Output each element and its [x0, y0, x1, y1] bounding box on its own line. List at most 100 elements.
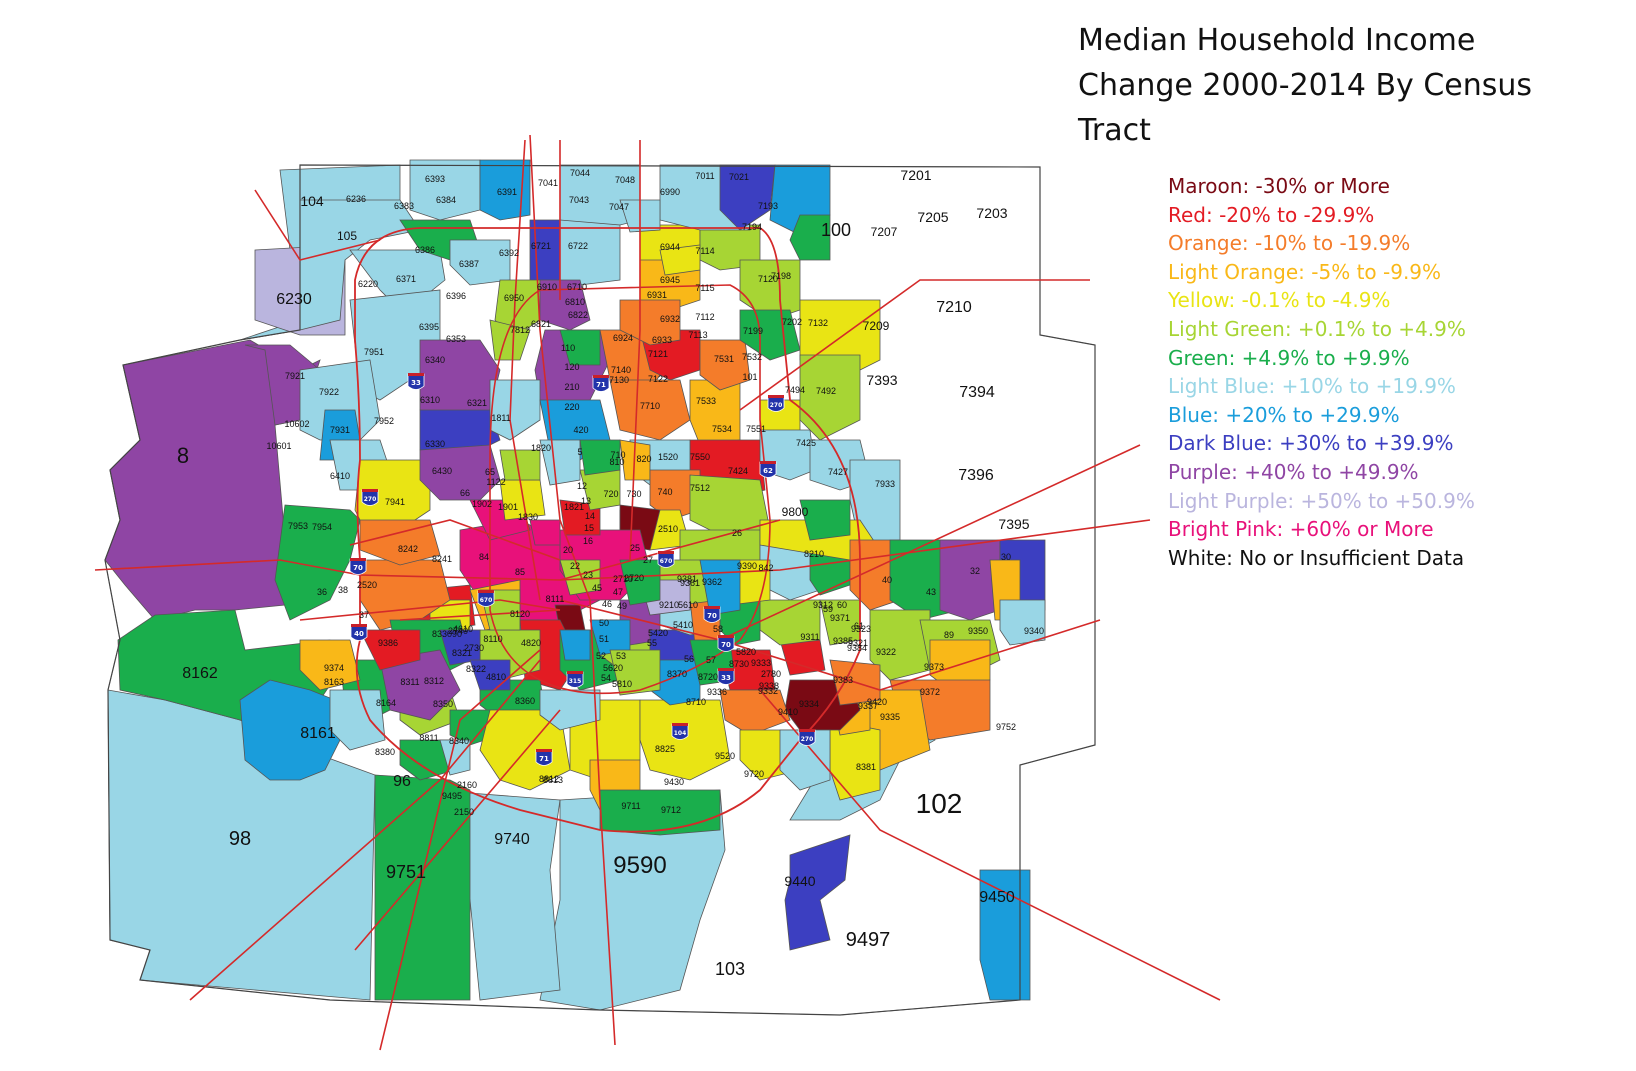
road-15	[349, 519, 561, 561]
tract-label: 37	[359, 610, 369, 620]
shield-top	[350, 558, 366, 561]
tract-label: 51	[599, 634, 609, 644]
shield-shape	[592, 375, 610, 392]
interstate-shield-icon: 40	[350, 624, 368, 641]
tract-label: 6310	[420, 395, 440, 405]
county-label-105: 105	[337, 229, 357, 243]
legend-white: White: No or Insufficient Data	[1168, 545, 1465, 570]
road-14	[559, 519, 781, 581]
tract-label: 6392	[499, 248, 519, 258]
shield-shape	[566, 671, 584, 688]
tract-label: 9373	[924, 662, 944, 672]
tract-label: 842	[758, 563, 773, 573]
tract-region-45	[689, 379, 741, 446]
tract-region-61	[649, 469, 701, 521]
tract-label: 8380	[375, 747, 395, 757]
tract-label: 9336	[707, 687, 727, 697]
tract-label: 9430	[664, 777, 684, 787]
tract-label: 8311	[400, 677, 419, 687]
tract-label: 6990	[660, 187, 680, 197]
tract-label: 6387	[459, 259, 479, 269]
road-11	[354, 709, 561, 951]
interstate-shield-icon: 270	[798, 729, 816, 746]
shield-shape	[361, 489, 379, 506]
tract-label: 7534	[712, 424, 732, 434]
road-10	[189, 659, 541, 1001]
county-label-8: 8	[177, 443, 189, 468]
county-label-7394: 7394	[959, 384, 995, 401]
legend-light-blue: Light Blue: +10% to +19.9%	[1168, 374, 1456, 399]
tract-region-86	[379, 649, 461, 721]
tract-label: 5610	[678, 600, 698, 610]
tract-region-11	[239, 679, 341, 781]
tract-region-20	[409, 159, 481, 221]
legend-dark-blue: Dark Blue: +30% to +39.9%	[1168, 431, 1454, 456]
shield-number: 62	[763, 467, 773, 475]
interstate-shield-icon: 315	[566, 671, 584, 688]
tract-region-131	[779, 729, 831, 791]
tract-label: 56	[684, 654, 694, 664]
tract-region-32	[789, 214, 831, 261]
tract-label: 1820	[531, 443, 551, 453]
tract-label: 9520	[715, 751, 735, 761]
tract-label: 9350	[968, 626, 988, 636]
shield-number: 33	[721, 674, 731, 682]
tract-label: 9361	[680, 578, 700, 588]
tract-label: 6910	[537, 282, 557, 292]
tract-label: 8720	[698, 672, 718, 682]
tract-label: 9712	[661, 805, 681, 815]
tract-label: 7047	[609, 202, 629, 212]
tract-label: 6932	[660, 314, 680, 324]
county-label-98: 98	[229, 828, 251, 850]
shield-shape	[535, 749, 553, 766]
road-16	[399, 609, 561, 621]
shield-shape	[717, 668, 735, 685]
tract-region-88	[299, 639, 361, 691]
interstate-shield-icon: 33	[407, 373, 425, 390]
tract-label: 12	[577, 481, 587, 491]
tract-region-144	[659, 244, 701, 276]
tract-label: 9321	[848, 638, 868, 648]
tract-region-56	[799, 354, 861, 441]
tract-label: 8813	[543, 775, 563, 785]
tract-region-149	[469, 659, 511, 691]
tract-label: 1811	[491, 413, 510, 423]
tract-label: 8710	[686, 697, 706, 707]
shield-number: 70	[721, 641, 731, 649]
tract-label: 9410	[778, 707, 798, 717]
interstate-shield-icon: 33	[717, 668, 735, 685]
tract-label: 8312	[424, 676, 444, 686]
tract-label: 46	[602, 599, 612, 609]
tract-label: 57	[706, 655, 716, 665]
tract-label: 60	[837, 600, 847, 610]
tract-label: 7130	[609, 375, 629, 385]
tract-label: 6822	[568, 310, 588, 320]
tract-label: 5410	[673, 620, 693, 630]
county-label-9751: 9751	[386, 862, 426, 882]
tract-region-113	[869, 609, 931, 681]
legend-blue: Blue: +20% to +29.9%	[1168, 402, 1400, 427]
tract-label: 810	[609, 457, 624, 467]
county-label-7395: 7395	[998, 516, 1029, 532]
tract-label: 7551	[746, 424, 766, 434]
tract-label: 720	[603, 489, 618, 499]
tract-label: 1902	[472, 499, 492, 509]
tract-label: 9333	[751, 658, 771, 668]
shield-number: 670	[660, 558, 673, 565]
tract-region-26	[559, 219, 621, 286]
tract-label: 6933	[652, 335, 672, 345]
county-label-96: 96	[393, 773, 411, 790]
tract-label: 2510	[658, 524, 678, 534]
road-2	[629, 140, 641, 561]
tract-label: 14	[585, 511, 595, 521]
legend-purple: Purple: +40% to +49.9%	[1168, 459, 1419, 484]
shield-top	[536, 749, 552, 752]
tract-label: 7122	[648, 374, 668, 384]
tract-label: 8110	[483, 634, 502, 644]
tract-label: 55	[647, 638, 657, 648]
tract-label: 22	[570, 561, 580, 571]
tract-label: 8812	[539, 774, 559, 784]
tract-label: 1901	[498, 502, 518, 512]
tract-label: 7710	[640, 401, 660, 411]
tract-label: 20	[563, 545, 573, 555]
